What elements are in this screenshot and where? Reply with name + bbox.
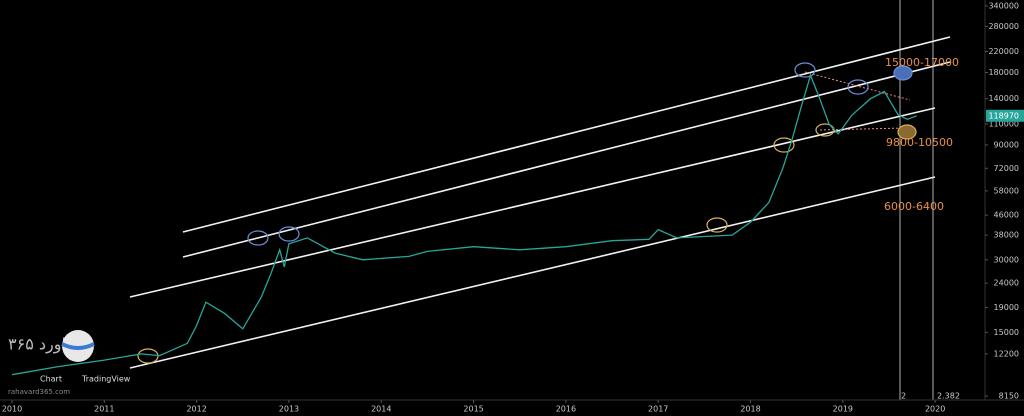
annotation: 9800-10500	[886, 136, 953, 149]
y-tick-label: 38000	[994, 231, 1019, 240]
y-tick-label: 72000	[994, 164, 1019, 173]
channel-line	[182, 36, 951, 233]
watermark-tv: TradingView	[81, 375, 131, 384]
x-tick-label: 2018	[740, 405, 760, 414]
y-tick-label: 180000	[988, 68, 1019, 77]
annotation: 15000-17000	[885, 56, 959, 69]
channel-lines	[129, 0, 951, 400]
channel-line	[129, 176, 936, 369]
channel-line	[129, 107, 936, 298]
highlight	[893, 65, 913, 81]
y-tick-label: 15000	[994, 328, 1019, 337]
y-tick-label: 8150	[999, 392, 1019, 401]
highlight	[773, 137, 795, 153]
y-tick-label: 110000	[988, 119, 1019, 128]
y-tick-label: 140000	[988, 94, 1019, 103]
highlight	[897, 124, 917, 140]
x-tick-label: 2019	[833, 405, 853, 414]
watermark-logo	[61, 342, 95, 350]
last-price-label: 118970	[988, 111, 1019, 120]
watermark-chart: Chart	[40, 375, 62, 384]
watermark-site: rahavard365.com	[8, 388, 70, 396]
x-tick-label: 2017	[648, 405, 668, 414]
fib-label: 2	[901, 392, 906, 401]
y-tick-label: 30000	[994, 255, 1019, 264]
highlight	[847, 79, 869, 95]
y-tick-label: 220000	[988, 47, 1019, 56]
highlight	[278, 226, 300, 242]
price-line	[11, 73, 917, 376]
annotation: 6000-6400	[884, 200, 944, 213]
x-tick-label: 2020	[925, 405, 945, 414]
x-tick-label: 2010	[2, 405, 22, 414]
y-tick-label: 58000	[994, 186, 1019, 195]
x-tick-label: 2011	[94, 405, 114, 414]
fib-label: 2.382	[937, 392, 960, 401]
highlights	[137, 62, 917, 364]
highlight	[794, 62, 816, 78]
x-tick-label: 2015	[463, 405, 483, 414]
last-price-box	[986, 109, 1024, 122]
x-tick-label: 2012	[186, 405, 206, 414]
x-tick-label: 2016	[556, 405, 576, 414]
y-tick-label: 46000	[994, 211, 1019, 220]
y-tick-label: 24000	[994, 279, 1019, 288]
y-tick-label: 90000	[994, 140, 1019, 149]
channel-line	[182, 61, 951, 258]
y-tick-label: 12200	[994, 349, 1019, 358]
x-tick-label: 2014	[371, 405, 391, 414]
y-tick-label: 19000	[994, 303, 1019, 312]
highlight	[247, 230, 269, 246]
x-tick-label: 2013	[279, 405, 299, 414]
y-tick-label: 280000	[988, 22, 1019, 31]
highlight	[706, 217, 728, 233]
y-tick-label: 340000	[988, 1, 1019, 10]
watermark: رهاورد ۳۶۵ rahavard365.com Chart Trading…	[8, 330, 131, 396]
